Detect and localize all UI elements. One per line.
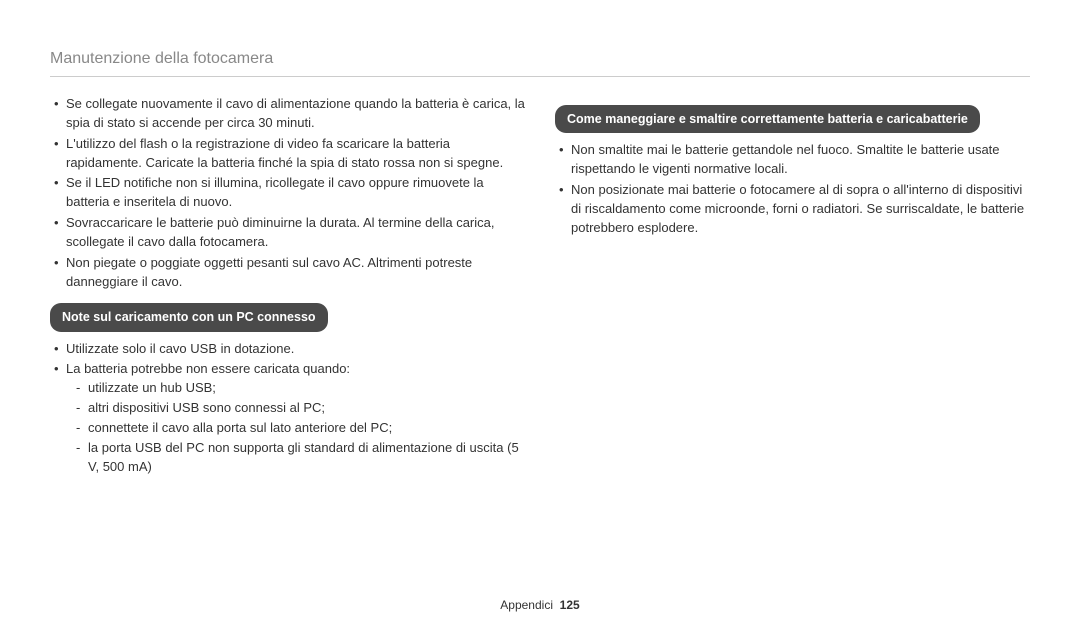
section-badge-battery-disposal: Come maneggiare e smaltire correttamente…: [555, 105, 980, 133]
list-item: Sovraccaricare le batterie può diminuirn…: [54, 214, 525, 252]
pc-sub-list: utilizzate un hub USB; altri dispositivi…: [66, 379, 525, 476]
page-footer: Appendici 125: [0, 598, 1080, 612]
section-badge-pc-charging: Note sul caricamento con un PC connesso: [50, 303, 328, 331]
page-number: 125: [560, 598, 580, 612]
list-item: L'utilizzo del flash o la registrazione …: [54, 135, 525, 173]
right-column: Come maneggiare e smaltire correttamente…: [555, 95, 1030, 478]
list-item: Non piegate o poggiate oggetti pesanti s…: [54, 254, 525, 292]
disposal-bullet-list: Non smaltite mai le batterie gettandole …: [555, 141, 1030, 237]
left-column: Se collegate nuovamente il cavo di alime…: [50, 95, 525, 478]
page-title: Manutenzione della fotocamera: [50, 50, 1030, 77]
list-item: Non posizionate mai batterie o fotocamer…: [559, 181, 1030, 238]
pc-bullet-list: Utilizzate solo il cavo USB in dotazione…: [50, 340, 525, 477]
list-item: utilizzate un hub USB;: [76, 379, 525, 398]
list-item: connettete il cavo alla porta sul lato a…: [76, 419, 525, 438]
content-columns: Se collegate nuovamente il cavo di alime…: [50, 95, 1030, 478]
list-item: La batteria potrebbe non essere caricata…: [54, 360, 525, 476]
top-bullet-list: Se collegate nuovamente il cavo di alime…: [50, 95, 525, 291]
list-item: Se il LED notifiche non si illumina, ric…: [54, 174, 525, 212]
list-item: altri dispositivi USB sono connessi al P…: [76, 399, 525, 418]
list-item: Utilizzate solo il cavo USB in dotazione…: [54, 340, 525, 359]
list-item: la porta USB del PC non supporta gli sta…: [76, 439, 525, 477]
list-item: Se collegate nuovamente il cavo di alime…: [54, 95, 525, 133]
list-item: Non smaltite mai le batterie gettandole …: [559, 141, 1030, 179]
list-item-text: La batteria potrebbe non essere caricata…: [66, 361, 350, 376]
footer-label: Appendici: [500, 598, 553, 612]
